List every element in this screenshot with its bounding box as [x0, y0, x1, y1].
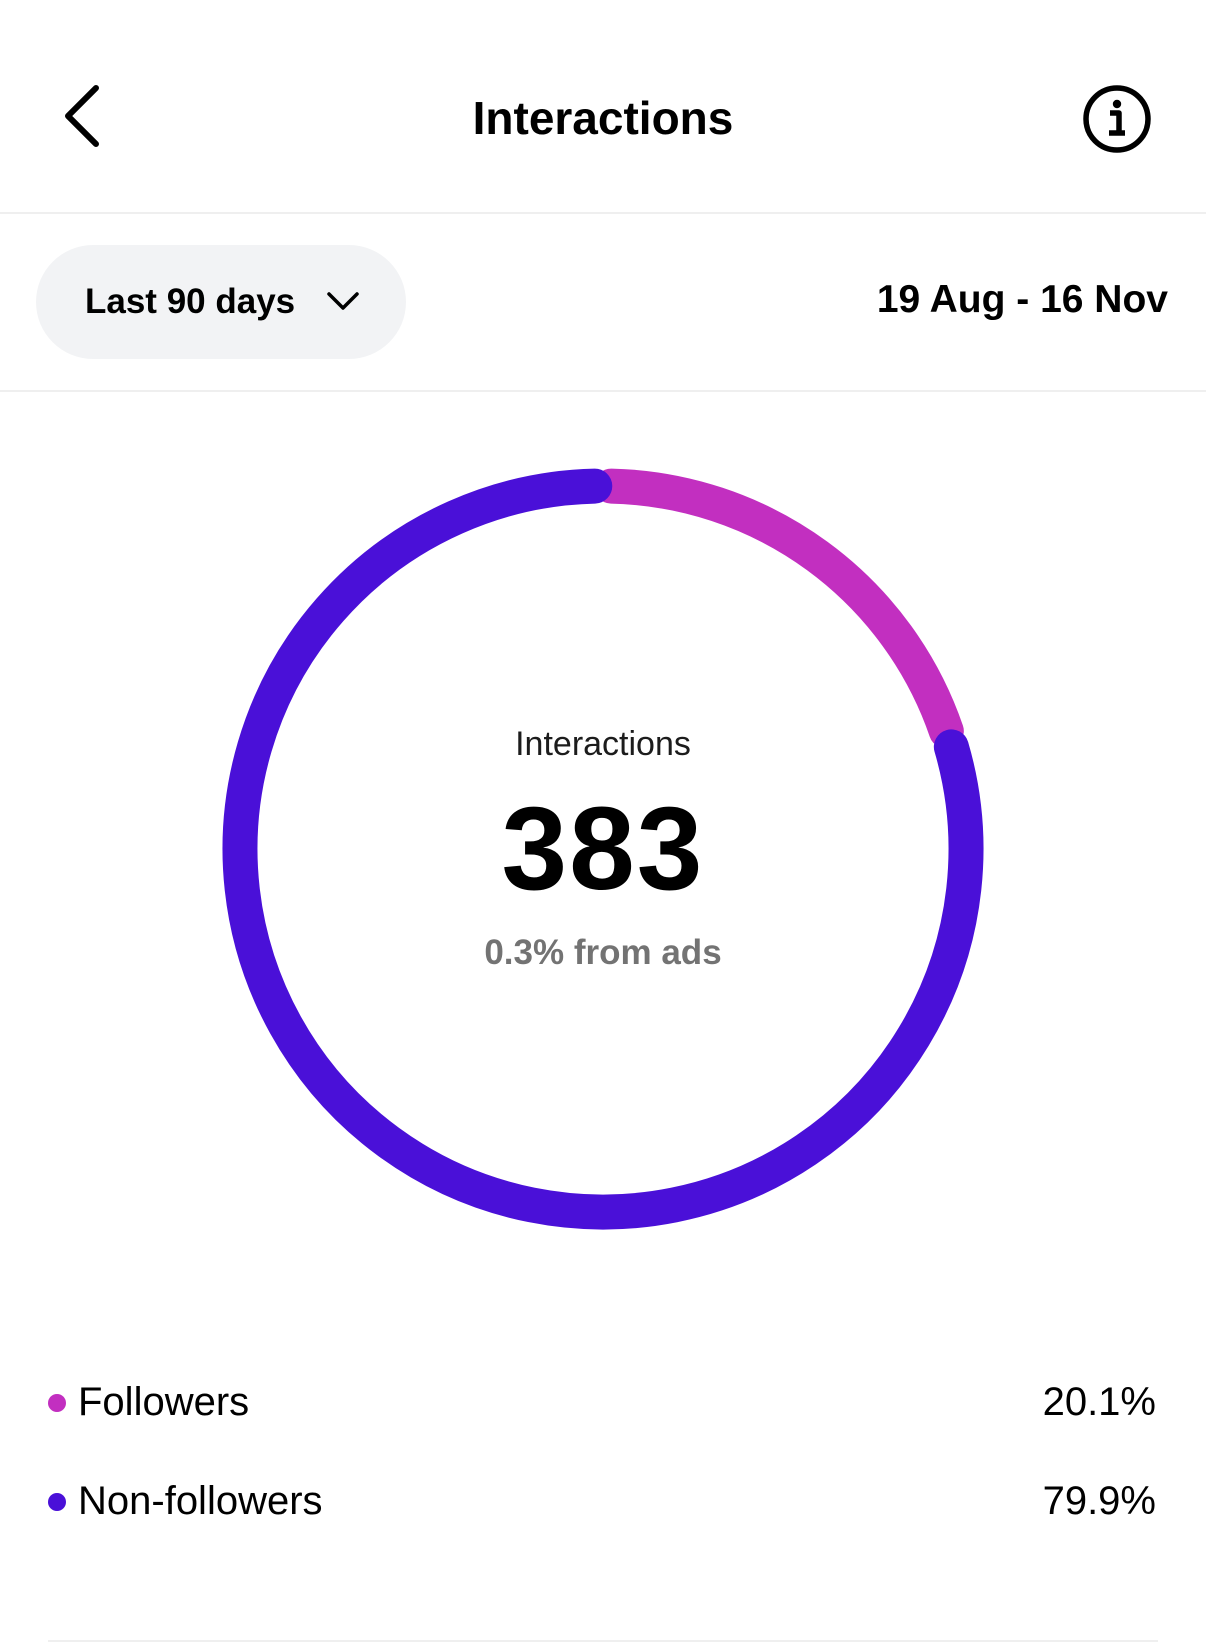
date-range-dropdown[interactable]: Last 90 days: [36, 245, 406, 359]
legend-value: 79.9%: [1042, 1479, 1156, 1523]
legend-label: Followers: [78, 1380, 250, 1424]
non-followers-color-dot: [48, 1493, 66, 1511]
back-button[interactable]: [60, 82, 110, 152]
interactions-donut-chart: [222, 468, 984, 1230]
info-icon: [1083, 85, 1151, 153]
page-title: Interactions: [472, 92, 734, 144]
interactions-total: 383: [501, 783, 705, 915]
chart-center-label: Interactions: [515, 725, 691, 763]
date-range-text: 19 Aug - 16 Nov: [876, 278, 1168, 321]
chevron-down-icon: [327, 292, 359, 310]
ads-percentage-note: 0.3% from ads: [484, 933, 722, 972]
divider: [48, 1640, 1158, 1642]
info-button[interactable]: [1080, 82, 1154, 156]
legend-value: 20.1%: [1042, 1380, 1156, 1424]
donut-segment-followers: [593, 468, 964, 749]
chevron-left-icon: [65, 85, 99, 147]
date-filter-bar: Last 90 days 19 Aug - 16 Nov: [0, 214, 1206, 392]
legend-label: Non-followers: [78, 1479, 323, 1523]
donut-segment-non-followers: [222, 468, 984, 1230]
legend-item-followers: Followers 20.1%: [0, 1372, 1206, 1432]
date-range-dropdown-label: Last 90 days: [85, 282, 296, 321]
legend-item-non-followers: Non-followers 79.9%: [0, 1471, 1206, 1531]
top-app-bar: Interactions: [0, 0, 1206, 214]
followers-color-dot: [48, 1394, 66, 1412]
